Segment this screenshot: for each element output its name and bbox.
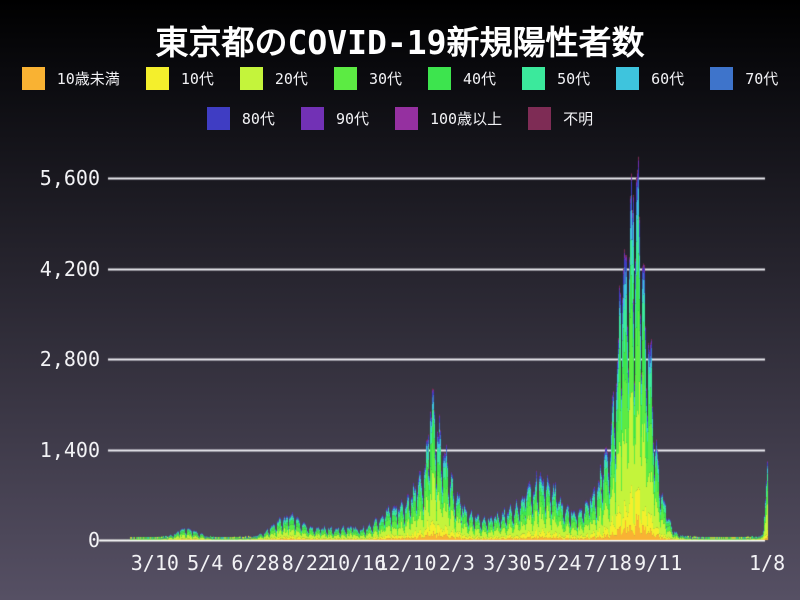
y-tick-label: 5,600 (39, 166, 100, 190)
legend-item: 60代 (616, 66, 685, 90)
legend-label: 30代 (368, 69, 402, 88)
legend-item: 10歳未満 (21, 66, 120, 90)
legend-row-1: 10歳未満 10代 20代 30代 40代 50代 60代 70代 (0, 64, 800, 92)
legend-label: 50代 (557, 69, 591, 88)
legend-item: 70代 (710, 66, 779, 90)
x-tick-label: 5/4 (187, 551, 224, 575)
legend-item: 90代 (300, 106, 369, 130)
x-tick-label: 3/30 (483, 551, 532, 575)
legend-swatch-icon (21, 66, 45, 90)
legend-swatch-icon (333, 66, 357, 90)
legend-label: 10歳未満 (56, 69, 120, 88)
chart-title: 東京都のCOVID-19新規陽性者数 (155, 23, 645, 62)
y-tick-label: 0 (87, 528, 100, 552)
legend-label: 不明 (563, 109, 594, 128)
legend-label: 10代 (180, 69, 214, 88)
legend-label: 20代 (274, 69, 308, 88)
legend-label: 100歳以上 (430, 109, 503, 128)
legend-item: 30代 (333, 66, 402, 90)
legend-item: 10代 (145, 66, 214, 90)
x-tick-label: 3/10 (130, 551, 179, 575)
legend-row-2: 80代 90代 100歳以上 不明 (0, 104, 800, 132)
legend-swatch-icon (206, 106, 230, 130)
legend-label: 90代 (335, 109, 369, 128)
legend-label: 40代 (463, 69, 497, 88)
legend-item: 80代 (206, 106, 275, 130)
legend-swatch-icon (522, 66, 546, 90)
x-tick-label: 2/3 (438, 551, 475, 575)
legend-item: 100歳以上 (395, 106, 503, 130)
x-tick-label: 7/18 (583, 551, 632, 575)
legend-swatch-icon (395, 106, 418, 130)
legend-label: 70代 (745, 69, 779, 88)
legend-swatch-icon (528, 106, 552, 130)
legend-swatch-icon (239, 66, 263, 90)
legend-item: 50代 (522, 66, 591, 90)
legend-swatch-icon (300, 106, 324, 130)
x-tick-label: 9/11 (634, 551, 683, 575)
legend-swatch-icon (145, 66, 169, 90)
x-tick-label: 5/24 (533, 551, 582, 575)
x-tick-label: 10/16 (326, 551, 387, 575)
legend-label: 60代 (651, 69, 685, 88)
x-tick-label: 1/8 (749, 551, 786, 575)
legend-item: 20代 (239, 66, 308, 90)
x-tick-label: 8/22 (281, 551, 330, 575)
legend-swatch-icon (428, 66, 451, 90)
x-tick-label: 12/10 (376, 551, 437, 575)
legend-swatch-icon (616, 66, 640, 90)
y-tick-label: 2,800 (39, 347, 100, 371)
legend-swatch-icon (710, 66, 734, 90)
legend-item: 40代 (428, 66, 497, 90)
x-tick-label: 6/28 (231, 551, 280, 575)
y-tick-label: 4,200 (39, 256, 100, 281)
legend-label: 80代 (241, 109, 275, 128)
y-tick-label: 1,400 (39, 437, 100, 462)
legend-item: 不明 (528, 106, 594, 130)
